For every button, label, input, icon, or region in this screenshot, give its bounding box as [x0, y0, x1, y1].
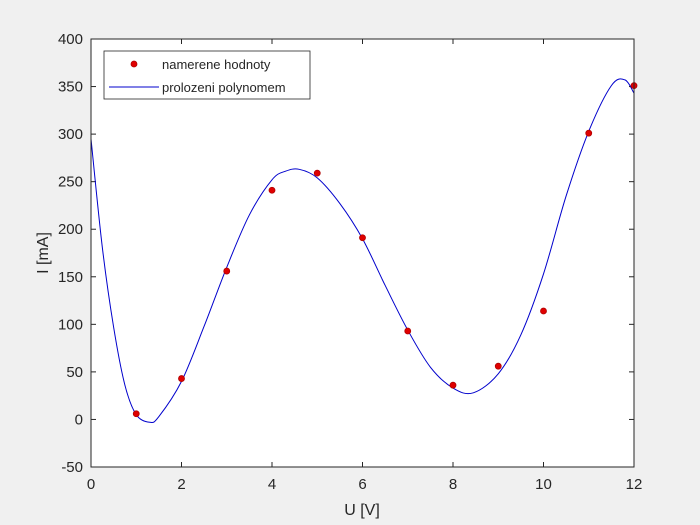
x-axis-label: U [V]	[344, 502, 380, 519]
data-point-marker	[313, 169, 321, 177]
x-tick-label: 2	[177, 476, 185, 493]
data-point-marker	[132, 410, 140, 418]
legend-entry-measured: namerene hodnoty	[162, 57, 271, 72]
data-point-marker	[449, 381, 457, 389]
data-point-marker	[359, 234, 366, 242]
plot-frame	[90, 38, 635, 468]
data-point-marker	[494, 362, 502, 370]
data-point-marker	[178, 375, 185, 382]
y-tick-label: 100	[58, 316, 83, 333]
plot-area	[91, 39, 634, 467]
y-tick-label: 0	[75, 411, 83, 428]
x-tick-label: 4	[268, 476, 276, 493]
data-point-marker	[585, 129, 593, 137]
data-point-marker	[540, 307, 547, 315]
x-tick-label: 10	[535, 476, 552, 493]
legend-marker-sample	[130, 60, 138, 68]
data-point-marker	[404, 327, 412, 335]
x-tick-label: 0	[87, 476, 95, 493]
y-axis-label: I [mA]	[35, 232, 52, 274]
y-tick-label: 250	[58, 174, 83, 191]
legend-box	[103, 50, 311, 100]
legend-entry-fit: prolozeni polynomem	[162, 80, 286, 95]
y-tick-label: 300	[58, 126, 83, 143]
legend: namerene hodnoty prolozeni polynomem	[103, 50, 311, 100]
fit-curve-line	[91, 78, 634, 423]
y-tick-label: 350	[58, 79, 83, 96]
data-point-marker	[268, 186, 276, 194]
x-tick-label: 6	[358, 476, 366, 493]
x-tick-label: 8	[449, 476, 457, 493]
y-tick-label: -50	[61, 459, 83, 476]
data-point-marker	[223, 267, 231, 275]
x-axis-ticks: 0 2 4 6 8 10 12	[87, 39, 643, 493]
y-tick-label: 400	[58, 31, 83, 48]
y-tick-label: 150	[58, 269, 83, 286]
y-tick-label: 50	[66, 364, 83, 381]
x-tick-label: 12	[626, 476, 643, 493]
y-tick-label: 200	[58, 221, 83, 238]
series-layer	[91, 78, 638, 423]
y-axis-ticks: -50 0 50 100 150 200 250 300 350 400	[58, 31, 634, 476]
